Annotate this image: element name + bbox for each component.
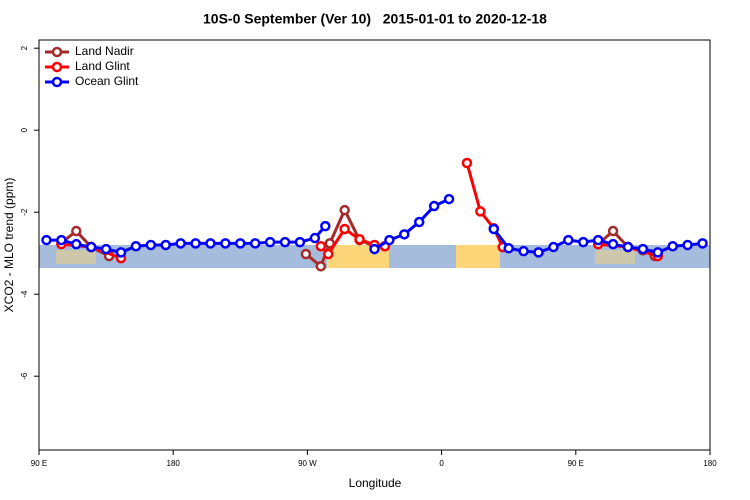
data-point: [100, 243, 112, 255]
data-point: [488, 223, 500, 235]
plot-frame: [38, 39, 711, 451]
data-point: [443, 193, 455, 205]
data-point: [475, 206, 486, 217]
data-point: [622, 241, 634, 253]
data-point: [637, 243, 649, 255]
y-tick-label: -4: [20, 290, 29, 298]
data-point: [220, 238, 231, 249]
y-tick-label: 2: [20, 45, 29, 50]
data-point: [592, 234, 604, 246]
data-point: [339, 223, 350, 235]
data-point: [607, 238, 619, 250]
legend-label: Land Nadir: [75, 44, 134, 58]
data-point: [145, 239, 157, 251]
data-point: [667, 240, 678, 252]
data-point: [399, 229, 410, 240]
data-point: [115, 247, 127, 258]
data-point: [71, 225, 82, 237]
data-point: [323, 248, 334, 260]
legend-label: Ocean Glint: [75, 74, 139, 88]
data-point: [578, 236, 589, 248]
data-point: [607, 225, 619, 237]
data-point: [294, 236, 306, 248]
data-point: [384, 234, 395, 246]
data-point: [309, 232, 321, 244]
x-tick-label: 90 W: [298, 459, 317, 468]
data-point: [413, 216, 425, 228]
data-point: [461, 157, 473, 169]
y-tick-label: 0: [20, 127, 29, 132]
data-point: [503, 243, 514, 254]
y-tick-label: -6: [20, 372, 29, 380]
data-point: [428, 200, 440, 212]
data-point: [339, 204, 350, 216]
data-point: [71, 238, 82, 250]
x-tick-label: 90 E: [568, 459, 584, 468]
data-point: [235, 238, 246, 249]
data-point: [85, 241, 97, 253]
land-map: [595, 250, 635, 264]
legend-marker: [51, 76, 63, 88]
y-tick-label: -2: [20, 208, 29, 216]
land-map: [56, 250, 96, 264]
data-point: [548, 241, 559, 253]
y-axis-label: XCO2 - MLO trend (ppm): [2, 178, 16, 313]
data-point: [682, 239, 693, 251]
x-tick-label: 180: [703, 459, 717, 468]
x-tick-label: 180: [167, 459, 181, 468]
data-point: [41, 234, 52, 246]
data-point: [518, 245, 529, 257]
data-point: [264, 236, 276, 248]
land-map: [456, 245, 500, 268]
data-point: [160, 239, 171, 251]
data-point: [320, 220, 331, 232]
data-point: [175, 238, 186, 249]
data-point: [354, 234, 365, 245]
data-point: [697, 238, 708, 249]
x-axis-label: Longitude: [349, 476, 402, 490]
legend-marker: [51, 61, 63, 73]
data-point: [130, 240, 142, 252]
legend-marker: [51, 46, 63, 58]
data-point: [249, 238, 261, 249]
data-point: [652, 247, 664, 258]
data-point: [300, 248, 312, 260]
legend-label: Land Glint: [75, 59, 130, 73]
chart-title: 10S-0 September (Ver 10) 2015-01-01 to 2…: [203, 11, 547, 27]
data-point: [56, 234, 67, 246]
x-tick-label: 0: [439, 459, 444, 468]
data-point: [315, 240, 327, 252]
data-point: [533, 247, 544, 258]
data-point: [563, 234, 574, 246]
data-point: [315, 261, 327, 272]
data-point: [205, 238, 216, 249]
data-point: [190, 238, 201, 249]
data-point: [369, 243, 380, 255]
data-point: [279, 236, 291, 248]
x-tick-label: 90 E: [31, 459, 47, 468]
